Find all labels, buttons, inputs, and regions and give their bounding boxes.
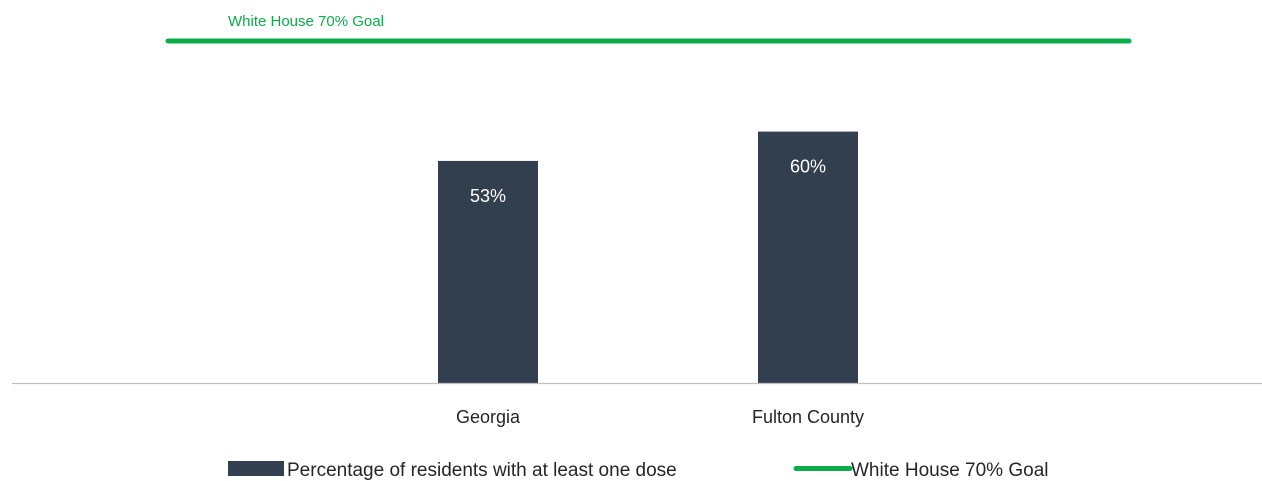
- legend-goal-label: White House 70% Goal: [851, 460, 1049, 481]
- goal-reference-label: White House 70% Goal: [228, 13, 384, 30]
- bar-value-label: 53%: [470, 186, 506, 206]
- x-tick-label: Fulton County: [752, 407, 864, 427]
- bar-value-label: 60%: [790, 157, 826, 177]
- bars-layer: [438, 131, 858, 383]
- legend-bar-swatch: [228, 461, 284, 476]
- x-tick-labels: Georgia Fulton County: [456, 407, 864, 427]
- legend-bar-label: Percentage of residents with at least on…: [287, 460, 677, 481]
- bar-fulton-county: [758, 131, 858, 383]
- bar-labels-layer: 53% 60%: [470, 157, 826, 206]
- legend: Percentage of residents with at least on…: [228, 460, 1049, 481]
- x-tick-label: Georgia: [456, 407, 521, 427]
- bar-georgia: [438, 160, 538, 383]
